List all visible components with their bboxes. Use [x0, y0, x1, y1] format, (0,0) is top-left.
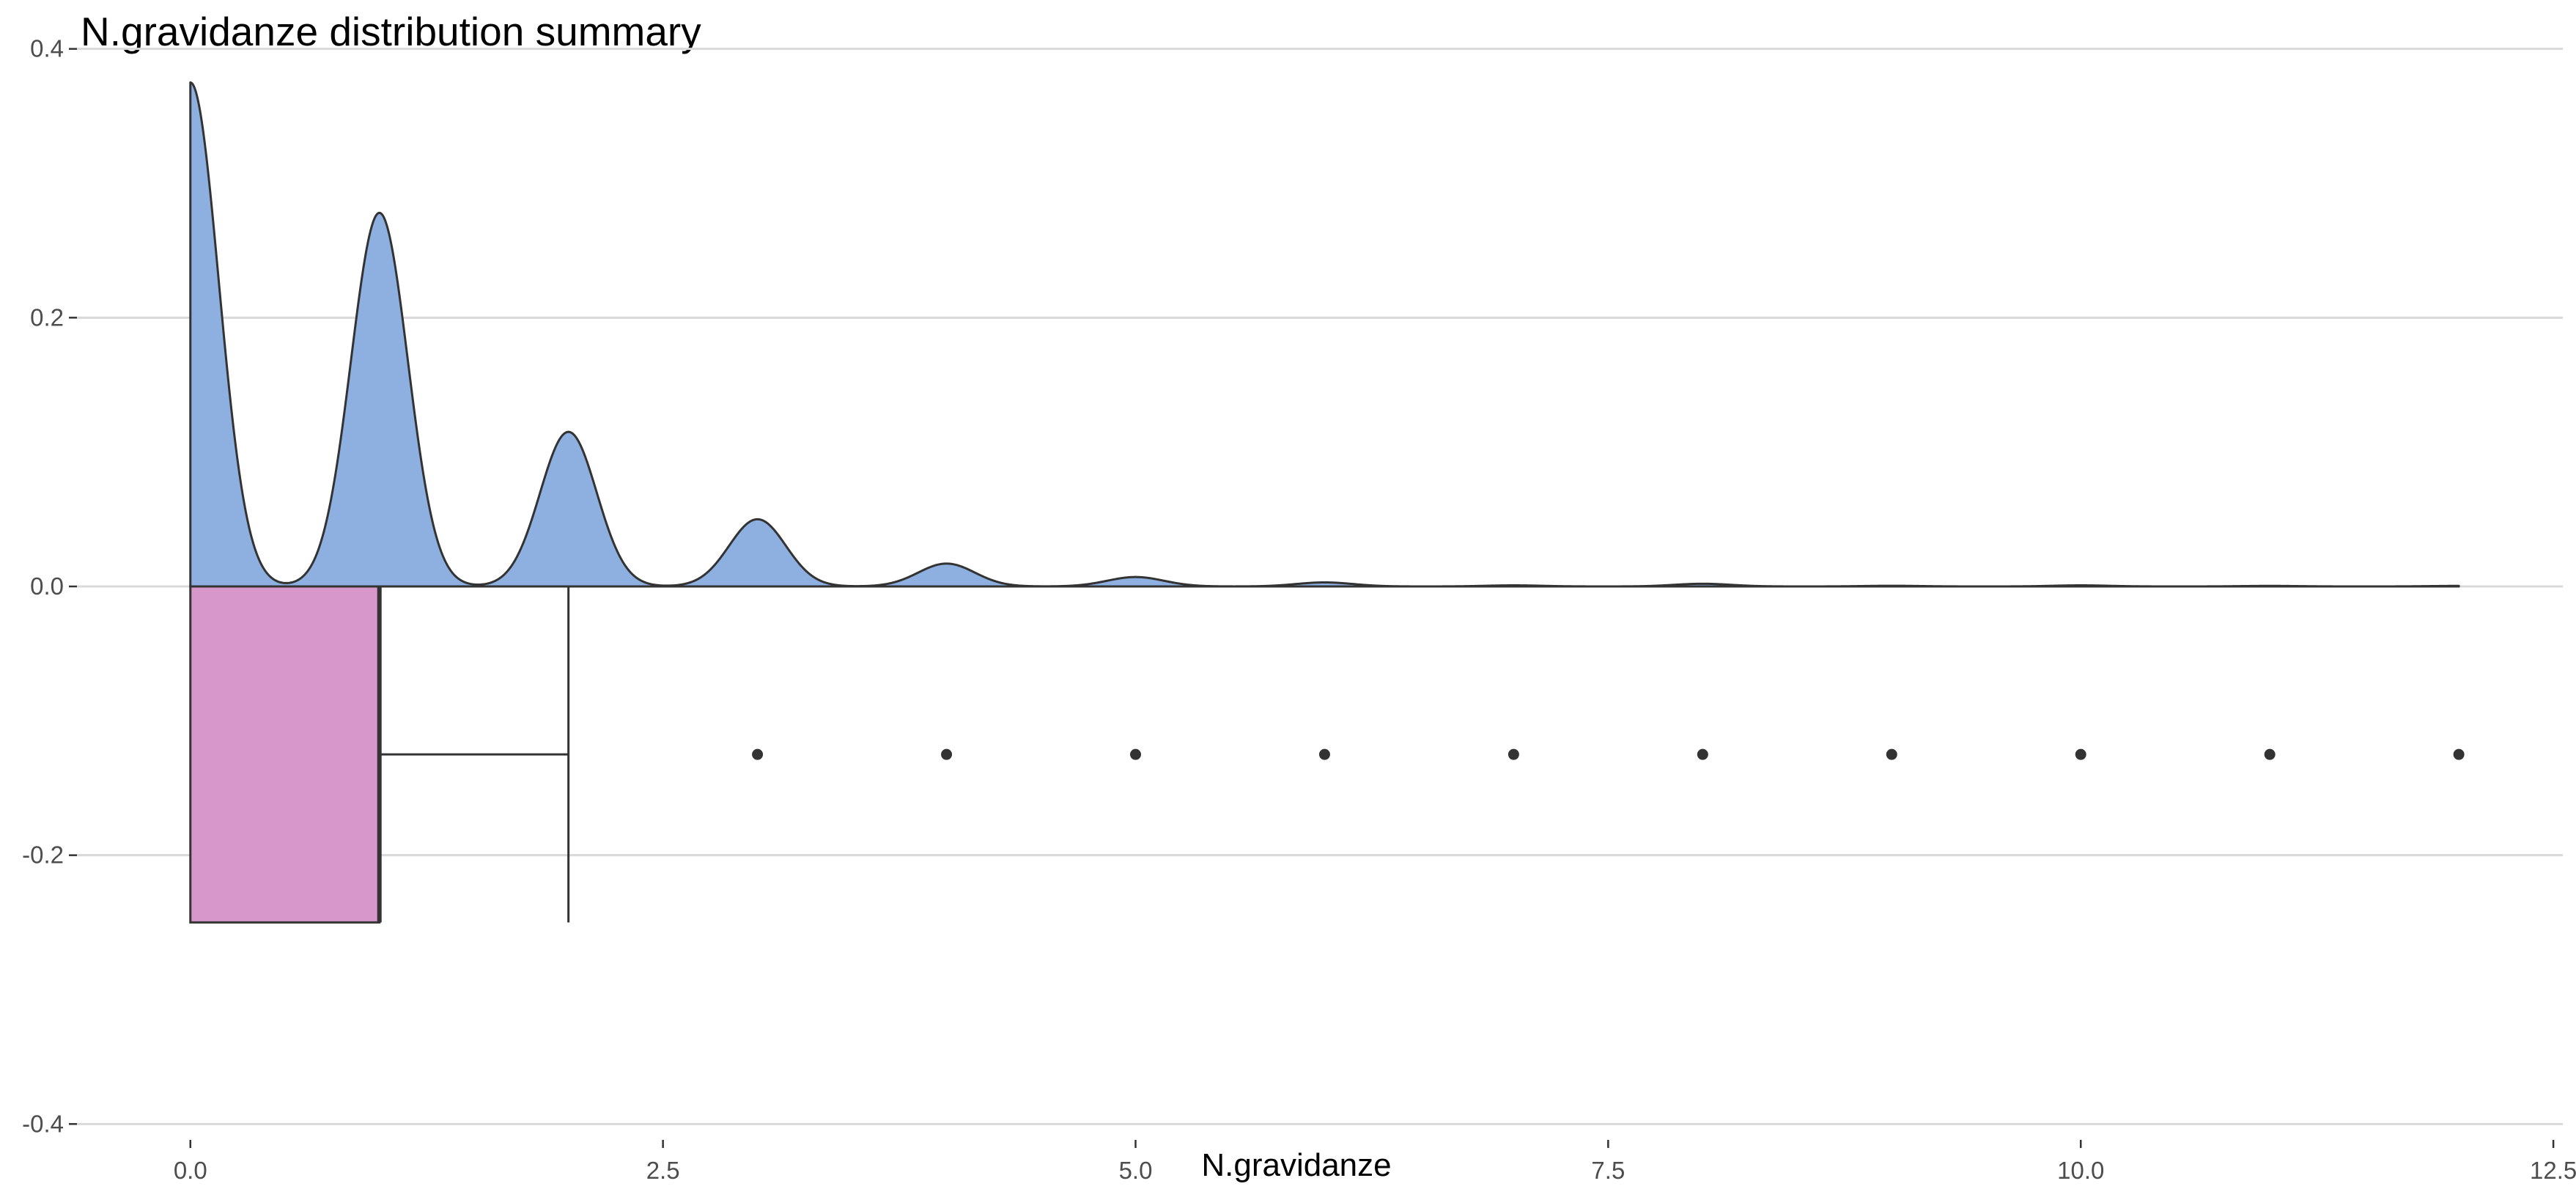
chart-title: N.gravidanze distribution summary	[81, 9, 701, 54]
outlier-point	[1697, 748, 1708, 760]
y-tick-label: -0.2	[22, 842, 64, 869]
x-tick-label: 12.5	[2530, 1157, 2576, 1184]
y-tick-label: 0.2	[30, 303, 64, 331]
box	[189, 585, 381, 924]
outliers	[752, 748, 2465, 760]
density-area	[189, 81, 2460, 588]
boxplot	[189, 585, 570, 924]
x-tick-label: 2.5	[646, 1157, 680, 1184]
outlier-point	[1318, 748, 1330, 760]
x-tick-label: 10.0	[2057, 1157, 2104, 1184]
outlier-point	[752, 748, 764, 760]
outlier-point	[1886, 748, 1897, 760]
outlier-point	[1130, 748, 1142, 760]
y-tick-label: 0.4	[30, 35, 64, 62]
outlier-point	[2075, 748, 2086, 760]
outlier-point	[1507, 748, 1519, 760]
density-plot	[189, 81, 2460, 588]
y-tick-label: -0.4	[22, 1110, 64, 1137]
x-tick-label: 7.5	[1591, 1157, 1625, 1184]
y-axis-ticks: -0.4 -0.2 0.0 0.2 0.4	[22, 35, 77, 1137]
x-axis-title: N.gravidanze	[1201, 1147, 1391, 1183]
x-axis-ticks: 0.0 2.5 5.0 7.5 10.0 12.5	[174, 1140, 2576, 1184]
outlier-point	[941, 748, 953, 760]
outlier-point	[2264, 748, 2276, 760]
x-tick-label: 0.0	[174, 1157, 207, 1184]
y-tick-label: 0.0	[30, 573, 64, 600]
outlier-point	[2453, 748, 2465, 760]
x-tick-label: 5.0	[1119, 1157, 1153, 1184]
